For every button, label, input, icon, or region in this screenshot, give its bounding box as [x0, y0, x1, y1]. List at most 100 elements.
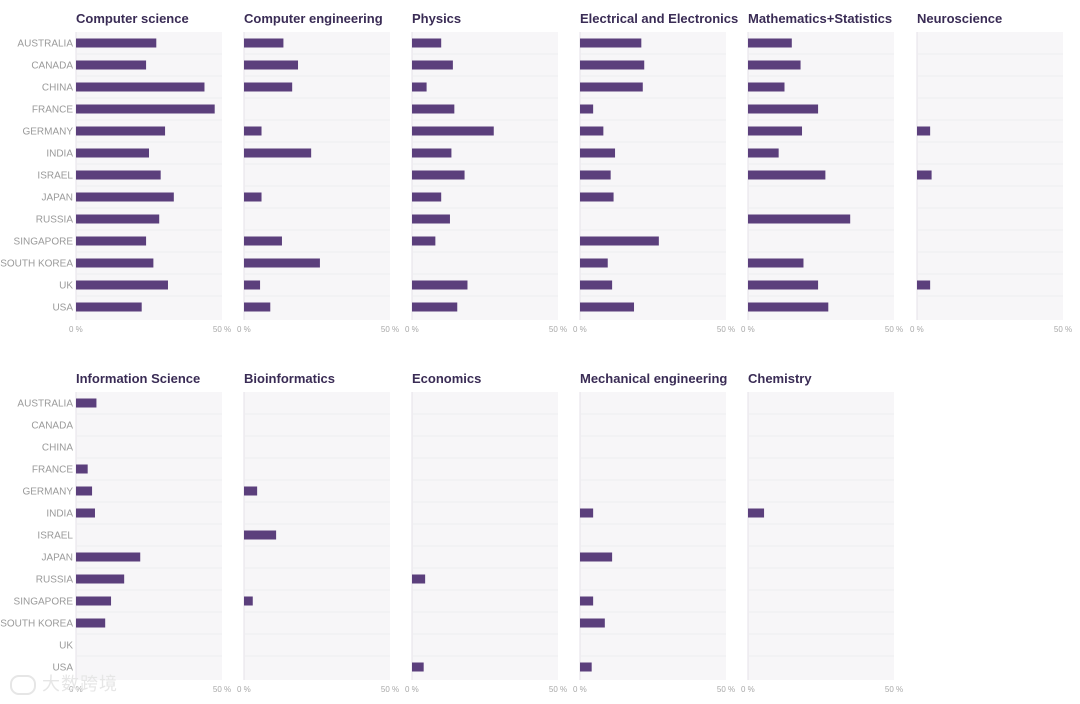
x-tick-label-max: 50 % [549, 685, 567, 694]
bar-physics-usa [412, 302, 458, 312]
bar-mathematics-statistics-canada [748, 60, 801, 70]
bar-mathematics-statistics-uk [748, 280, 819, 290]
category-label-india: INDIA [46, 149, 73, 160]
category-label-singapore: SINGAPORE [14, 597, 74, 608]
x-tick-label-max: 50 % [213, 325, 231, 334]
bar-computer-engineering-australia [244, 38, 284, 48]
x-tick-label-min: 0 % [69, 685, 83, 694]
category-label-australia: AUSTRALIA [17, 39, 73, 50]
bar-computer-science-israel [76, 170, 161, 180]
ying-logo-icon [10, 675, 36, 695]
bar-electrical-and-electronics-israel [580, 170, 611, 180]
category-label-australia: AUSTRALIA [17, 399, 73, 410]
category-label-japan: JAPAN [42, 553, 74, 564]
x-tick-label-min: 0 % [573, 685, 587, 694]
bar-computer-engineering-usa [244, 302, 271, 312]
bar-computer-engineering-germany [244, 126, 262, 136]
bar-electrical-and-electronics-france [580, 104, 594, 114]
category-label-china: CHINA [42, 443, 73, 454]
bar-electrical-and-electronics-south-korea [580, 258, 608, 268]
bar-computer-science-south-korea [76, 258, 154, 268]
panel-title-computer-engineering: Computer engineering [244, 11, 383, 26]
x-tick-label-min: 0 % [237, 325, 251, 334]
panel-background-mechanical-engineering [580, 392, 726, 680]
bar-mathematics-statistics-russia [748, 214, 851, 224]
bar-computer-science-china [76, 82, 205, 92]
bar-bioinformatics-singapore [244, 596, 253, 606]
x-tick-label-min: 0 % [910, 325, 924, 334]
category-label-russia: RUSSIA [36, 215, 74, 226]
panel-title-information-science: Information Science [76, 371, 200, 386]
bar-economics-russia [412, 574, 426, 584]
category-label-israel: ISRAEL [37, 171, 73, 182]
bar-bioinformatics-germany [244, 486, 258, 496]
category-label-singapore: SINGAPORE [14, 237, 74, 248]
bar-mathematics-statistics-germany [748, 126, 803, 136]
bar-physics-india [412, 148, 452, 158]
category-label-canada: CANADA [31, 61, 73, 72]
bar-electrical-and-electronics-canada [580, 60, 645, 70]
x-tick-label-max: 50 % [885, 325, 903, 334]
bar-physics-france [412, 104, 455, 114]
bar-computer-science-france [76, 104, 215, 114]
bar-electrical-and-electronics-china [580, 82, 643, 92]
bar-physics-uk [412, 280, 468, 290]
bar-physics-canada [412, 60, 453, 70]
panel-title-neuroscience: Neuroscience [917, 11, 1002, 26]
category-label-germany: GERMANY [22, 127, 73, 138]
bar-computer-engineering-india [244, 148, 312, 158]
bar-computer-science-uk [76, 280, 168, 290]
bar-computer-engineering-japan [244, 192, 262, 202]
watermark-text: 大数跨境 [42, 674, 118, 695]
bar-information-science-japan [76, 552, 141, 562]
bar-electrical-and-electronics-usa [580, 302, 635, 312]
x-tick-label-min: 0 % [237, 685, 251, 694]
bar-neuroscience-israel [917, 170, 932, 180]
panel-title-physics: Physics [412, 11, 461, 26]
bar-mechanical-engineering-south-korea [580, 618, 605, 628]
bar-mechanical-engineering-japan [580, 552, 613, 562]
bar-computer-science-india [76, 148, 149, 158]
bar-computer-science-singapore [76, 236, 147, 246]
bar-information-science-germany [76, 486, 93, 496]
bar-neuroscience-uk [917, 280, 931, 290]
category-label-japan: JAPAN [42, 193, 74, 204]
bar-information-science-south-korea [76, 618, 106, 628]
x-tick-label-max: 50 % [717, 325, 735, 334]
x-tick-label-max: 50 % [717, 685, 735, 694]
bar-computer-science-russia [76, 214, 160, 224]
bar-computer-engineering-singapore [244, 236, 282, 246]
panel-background-chemistry [748, 392, 894, 680]
category-label-usa: USA [52, 663, 73, 674]
category-label-canada: CANADA [31, 421, 73, 432]
bar-physics-china [412, 82, 427, 92]
x-tick-label-max: 50 % [213, 685, 231, 694]
category-label-south-korea: SOUTH KOREA [0, 619, 73, 630]
bar-mathematics-statistics-usa [748, 302, 829, 312]
bar-mathematics-statistics-australia [748, 38, 792, 48]
bar-mathematics-statistics-south-korea [748, 258, 804, 268]
bar-economics-usa [412, 662, 424, 672]
category-label-china: CHINA [42, 83, 73, 94]
bar-computer-science-usa [76, 302, 142, 312]
bar-chemistry-india [748, 508, 765, 518]
bar-neuroscience-germany [917, 126, 931, 136]
bar-electrical-and-electronics-uk [580, 280, 613, 290]
bar-electrical-and-electronics-india [580, 148, 616, 158]
bar-bioinformatics-israel [244, 530, 277, 540]
x-tick-label-max: 50 % [549, 325, 567, 334]
bar-mathematics-statistics-israel [748, 170, 826, 180]
x-tick-label-min: 0 % [741, 325, 755, 334]
panel-background-economics [412, 392, 558, 680]
bar-computer-engineering-south-korea [244, 258, 320, 268]
x-tick-label-min: 0 % [405, 685, 419, 694]
panel-title-electrical-and-electronics: Electrical and Electronics [580, 11, 738, 26]
watermark: 大数跨境 [10, 670, 118, 696]
bar-physics-australia [412, 38, 442, 48]
category-label-south-korea: SOUTH KOREA [0, 259, 73, 270]
category-label-uk: UK [59, 281, 73, 292]
panel-background-computer-engineering [244, 32, 390, 320]
panel-title-mechanical-engineering: Mechanical engineering [580, 371, 727, 386]
panel-title-mathematics-statistics: Mathematics+Statistics [748, 11, 892, 26]
